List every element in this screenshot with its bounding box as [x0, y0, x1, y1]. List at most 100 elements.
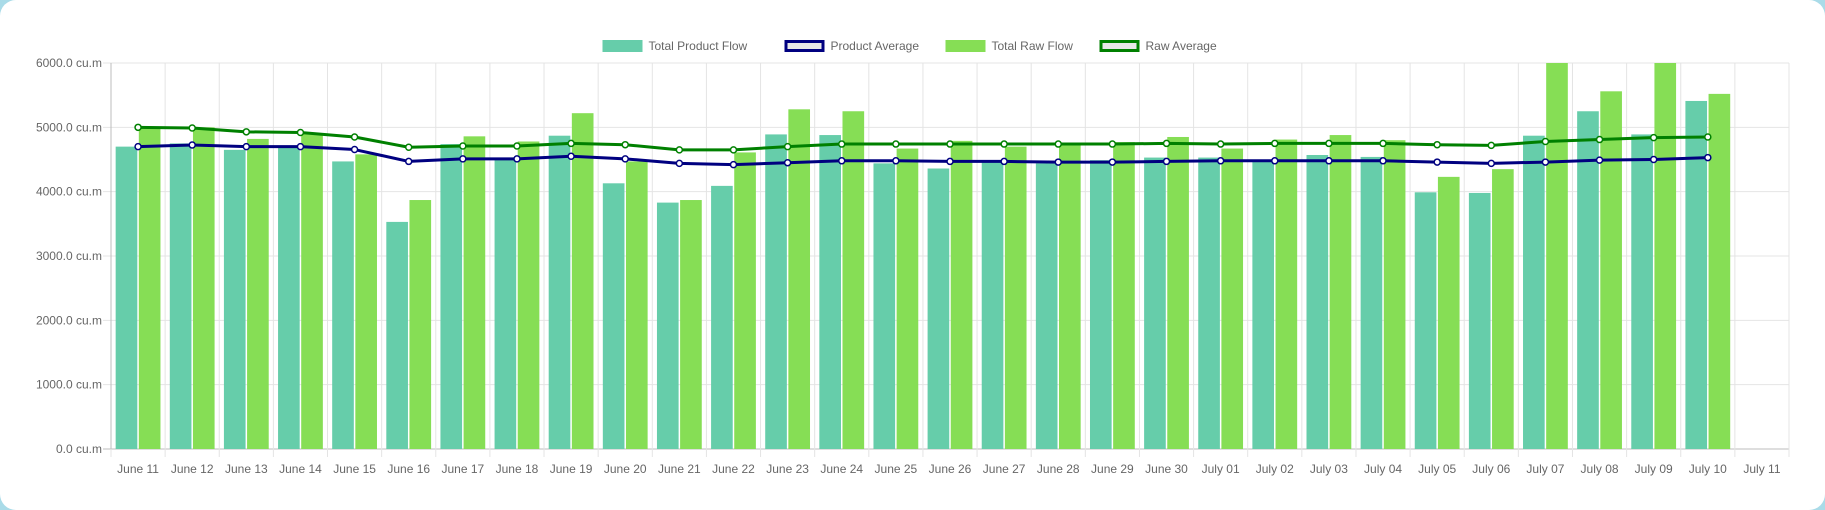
legend-swatch-product-average — [784, 40, 825, 52]
point-product-average — [1216, 157, 1225, 165]
x-tick-label: June 21 — [658, 462, 701, 476]
point-raw-average — [1054, 140, 1063, 148]
point-product-average — [188, 141, 196, 149]
bar-total-product-flow — [1306, 154, 1329, 449]
bar-total-product-flow — [169, 143, 192, 449]
bar-total-product-flow — [927, 168, 950, 450]
bar-total-raw-flow — [192, 127, 215, 449]
bar-total-raw-flow — [138, 127, 161, 449]
point-raw-average — [188, 124, 196, 132]
bar-total-product-flow — [981, 161, 1004, 449]
x-tick-label: June 30 — [1145, 462, 1188, 476]
point-product-average — [892, 157, 900, 165]
point-product-average — [459, 155, 467, 163]
point-product-average — [1325, 157, 1333, 165]
x-tick-label: June 20 — [604, 462, 647, 476]
legend-swatch-raw-average — [1099, 40, 1140, 52]
point-product-average — [242, 142, 251, 151]
x-tick-label: June 22 — [712, 462, 755, 476]
point-product-average — [675, 159, 684, 168]
point-raw-average — [1433, 140, 1441, 149]
point-product-average — [946, 157, 954, 166]
point-raw-average — [567, 139, 575, 148]
bar-total-raw-flow — [896, 148, 919, 449]
point-product-average — [1704, 153, 1712, 162]
point-raw-average — [946, 140, 954, 148]
y-tick-label: 4000.0 cu.m — [36, 185, 102, 199]
point-raw-average — [1487, 141, 1496, 150]
bar-total-product-flow — [440, 144, 463, 449]
point-raw-average — [1108, 140, 1117, 148]
bar-total-product-flow — [278, 146, 300, 449]
bar-total-raw-flow — [355, 154, 377, 449]
x-tick-label: July 04 — [1364, 462, 1402, 476]
x-tick-label: July 09 — [1635, 462, 1673, 476]
point-raw-average — [1000, 140, 1008, 148]
bar-total-raw-flow — [247, 138, 269, 449]
legend-swatch-total-product-flow — [602, 40, 643, 52]
point-raw-average — [1595, 135, 1604, 144]
bar-total-product-flow — [494, 159, 517, 449]
bar-total-product-flow — [115, 146, 138, 449]
bar-total-raw-flow — [1383, 140, 1406, 449]
point-raw-average — [404, 143, 413, 152]
bar-total-product-flow — [1577, 111, 1599, 449]
x-tick-label: June 23 — [766, 462, 809, 476]
point-product-average — [1162, 157, 1171, 166]
point-product-average — [1595, 156, 1604, 164]
point-product-average — [783, 158, 792, 167]
bar-total-raw-flow — [1492, 169, 1514, 449]
point-raw-average — [1649, 133, 1658, 142]
bar-total-raw-flow — [625, 161, 648, 449]
x-tick-label: June 19 — [550, 462, 593, 476]
bar-total-raw-flow — [788, 109, 811, 449]
y-tick-label: 0.0 cu.m — [56, 442, 102, 456]
bar-total-raw-flow — [463, 136, 486, 449]
legend-label-raw-average: Raw Average — [1146, 39, 1217, 53]
point-raw-average — [296, 128, 305, 137]
x-tick-label: July 07 — [1526, 462, 1564, 476]
bar-total-raw-flow — [517, 141, 540, 449]
x-tick-label: June 24 — [820, 462, 863, 476]
y-tick-label: 6000.0 cu.m — [36, 56, 102, 70]
bar-total-raw-flow — [842, 111, 865, 449]
point-raw-average — [1216, 140, 1225, 148]
point-raw-average — [1271, 139, 1279, 148]
bar-total-product-flow — [1360, 156, 1383, 449]
legend-swatch-total-raw-flow — [945, 40, 986, 52]
x-tick-label: June 28 — [1037, 462, 1080, 476]
point-raw-average — [134, 123, 142, 132]
point-raw-average — [350, 133, 359, 141]
point-product-average — [350, 145, 359, 154]
bar-total-raw-flow — [680, 200, 702, 449]
bar-total-raw-flow — [301, 133, 323, 449]
point-product-average — [1271, 157, 1279, 165]
point-product-average — [1433, 158, 1441, 166]
bar-total-raw-flow — [1167, 136, 1189, 449]
bar-total-product-flow — [1631, 134, 1653, 449]
x-tick-label: June 16 — [387, 462, 430, 476]
bar-total-raw-flow — [734, 152, 756, 449]
x-tick-label: June 14 — [279, 462, 322, 476]
point-product-average — [404, 157, 413, 166]
bar-total-product-flow — [332, 161, 354, 449]
bar-total-product-flow — [1252, 161, 1275, 449]
point-product-average — [296, 142, 305, 151]
bar-total-raw-flow — [409, 200, 432, 449]
point-product-average — [567, 152, 575, 161]
point-raw-average — [675, 146, 684, 154]
bar-total-product-flow — [1685, 100, 1708, 449]
bar-total-product-flow — [602, 183, 625, 449]
point-product-average — [1379, 157, 1387, 165]
bar-total-raw-flow — [1221, 148, 1244, 449]
x-tick-label: June 18 — [496, 462, 539, 476]
bar-total-product-flow — [1523, 135, 1545, 450]
point-raw-average — [783, 142, 792, 151]
bar-total-product-flow — [1198, 157, 1220, 449]
bar-total-raw-flow — [1275, 139, 1298, 449]
point-raw-average — [892, 140, 900, 148]
point-product-average — [1649, 155, 1658, 164]
y-tick-label: 3000.0 cu.m — [36, 249, 102, 263]
x-tick-label: July 11 — [1743, 462, 1780, 476]
